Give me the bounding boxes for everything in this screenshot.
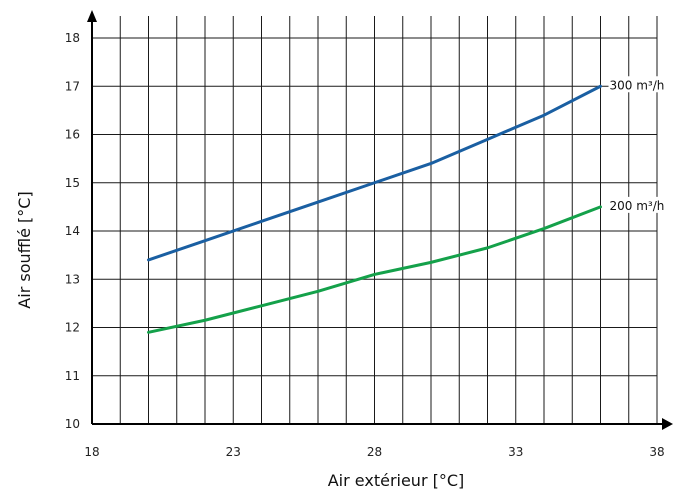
series-lines <box>147 84 602 334</box>
y-tick-label: 12 <box>65 321 80 335</box>
x-tick-label: 18 <box>84 445 99 459</box>
x-axis-title: Air extérieur [°C] <box>328 471 465 490</box>
grid <box>91 16 658 425</box>
y-tick-label: 17 <box>65 79 80 93</box>
x-tick-labels: 18 23 28 33 38 <box>84 445 664 459</box>
x-tick-label: 28 <box>367 445 382 459</box>
series-label-background <box>608 76 671 93</box>
y-tick-label: 16 <box>65 128 80 142</box>
axes <box>87 10 673 430</box>
x-tick-label: 33 <box>508 445 523 459</box>
y-tick-label: 14 <box>65 224 80 238</box>
y-tick-label: 10 <box>65 417 80 431</box>
series-labels: 300 m³/h 200 m³/h <box>608 76 671 213</box>
y-tick-label: 13 <box>65 272 80 286</box>
series-label-1: 300 m³/h <box>610 78 665 92</box>
y-axis-title: Air soufflé [°C] <box>15 191 34 308</box>
y-tick-label: 15 <box>65 176 80 190</box>
y-tick-label: 11 <box>65 369 80 383</box>
x-tick-label: 23 <box>226 445 241 459</box>
x-tick-label: 38 <box>649 445 664 459</box>
y-axis-arrow <box>87 10 97 22</box>
series-label-background <box>608 196 671 213</box>
y-tick-label: 18 <box>65 31 80 45</box>
series-line-2 <box>147 205 602 334</box>
y-tick-labels: 10 11 12 13 14 15 16 17 18 <box>65 31 80 431</box>
x-axis-arrow <box>662 418 673 430</box>
series-label-2: 200 m³/h <box>610 199 665 213</box>
series-line-1 <box>147 84 602 262</box>
